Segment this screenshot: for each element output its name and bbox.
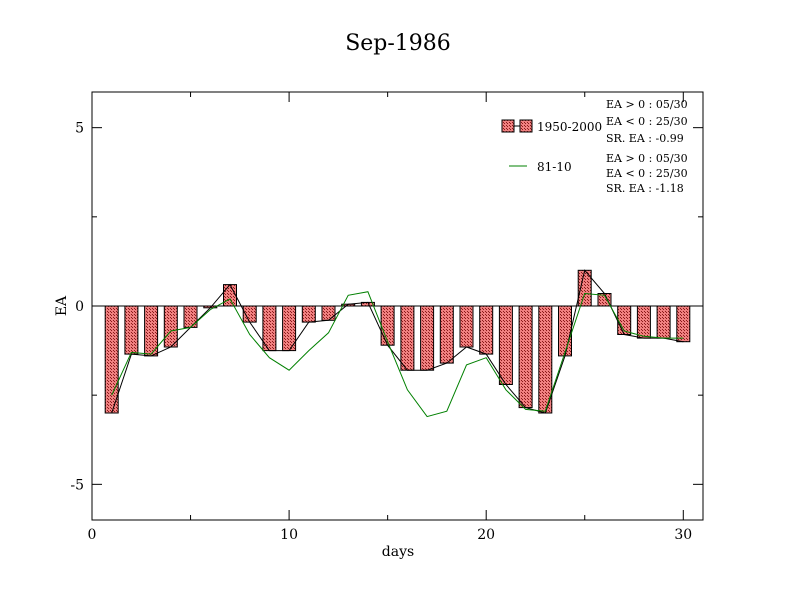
bar-day-17 — [420, 305, 435, 371]
bar-day-20 — [479, 305, 494, 355]
bar-day-19 — [459, 305, 474, 348]
bar-day-2 — [124, 305, 139, 355]
y-tick-label: 5 — [75, 121, 84, 137]
bar-day-11 — [301, 305, 316, 323]
bars-1950-2000 — [104, 269, 691, 414]
stats-annotations: EA > 0 : 05/30 EA < 0 : 25/30 SR. EA : -… — [606, 98, 688, 195]
stat-8110-ea-neg: EA < 0 : 25/30 — [606, 167, 688, 180]
legend-label-1950-2000: 1950-2000 — [537, 120, 602, 134]
y-axis-label: EA — [54, 295, 70, 316]
bar-day-5 — [183, 305, 198, 328]
x-tick-label: 20 — [477, 527, 495, 543]
x-tick-label: 0 — [88, 527, 97, 543]
stat-8110-sr: SR. EA : -1.18 — [606, 182, 684, 195]
series-lines — [111, 269, 684, 418]
bar-day-21 — [498, 305, 513, 385]
legend-label-81-10: 81-10 — [537, 160, 572, 174]
stat-1950-ea-neg: EA < 0 : 25/30 — [606, 115, 688, 128]
legend-swatch-bar-2 — [519, 119, 533, 133]
bar-day-15 — [380, 305, 395, 346]
bar-day-30 — [676, 305, 691, 343]
legend: 1950-2000 81-10 — [501, 119, 602, 174]
bar-day-18 — [439, 305, 454, 364]
axis-ticks: 0 10 20 30 -5 0 5 — [70, 92, 703, 543]
bar-day-4 — [163, 305, 178, 348]
bar-day-28 — [636, 305, 651, 339]
x-tick-label: 30 — [674, 527, 692, 543]
stat-8110-ea-pos: EA > 0 : 05/30 — [606, 152, 688, 165]
x-tick-label: 10 — [280, 527, 298, 543]
line-81-10 — [111, 291, 684, 418]
stat-1950-ea-pos: EA > 0 : 05/30 — [606, 98, 688, 111]
bar-day-1 — [104, 305, 119, 414]
legend-swatch-bar-1 — [501, 119, 515, 133]
y-tick-label: -5 — [70, 477, 84, 493]
bar-day-22 — [518, 305, 533, 409]
y-tick-label: 0 — [75, 299, 84, 315]
chart-title: Sep-1986 — [345, 31, 451, 56]
bar-day-16 — [400, 305, 415, 371]
bar-day-29 — [656, 305, 671, 339]
plot-area: 0 10 20 30 -5 0 5 — [70, 91, 704, 543]
x-axis-label: days — [382, 544, 414, 560]
bar-day-24 — [558, 305, 572, 357]
stat-1950-sr: SR. EA : -0.99 — [606, 132, 684, 145]
line-1950-2000 — [111, 269, 684, 414]
bar-day-7 — [223, 284, 237, 307]
bar-day-12 — [321, 305, 336, 321]
